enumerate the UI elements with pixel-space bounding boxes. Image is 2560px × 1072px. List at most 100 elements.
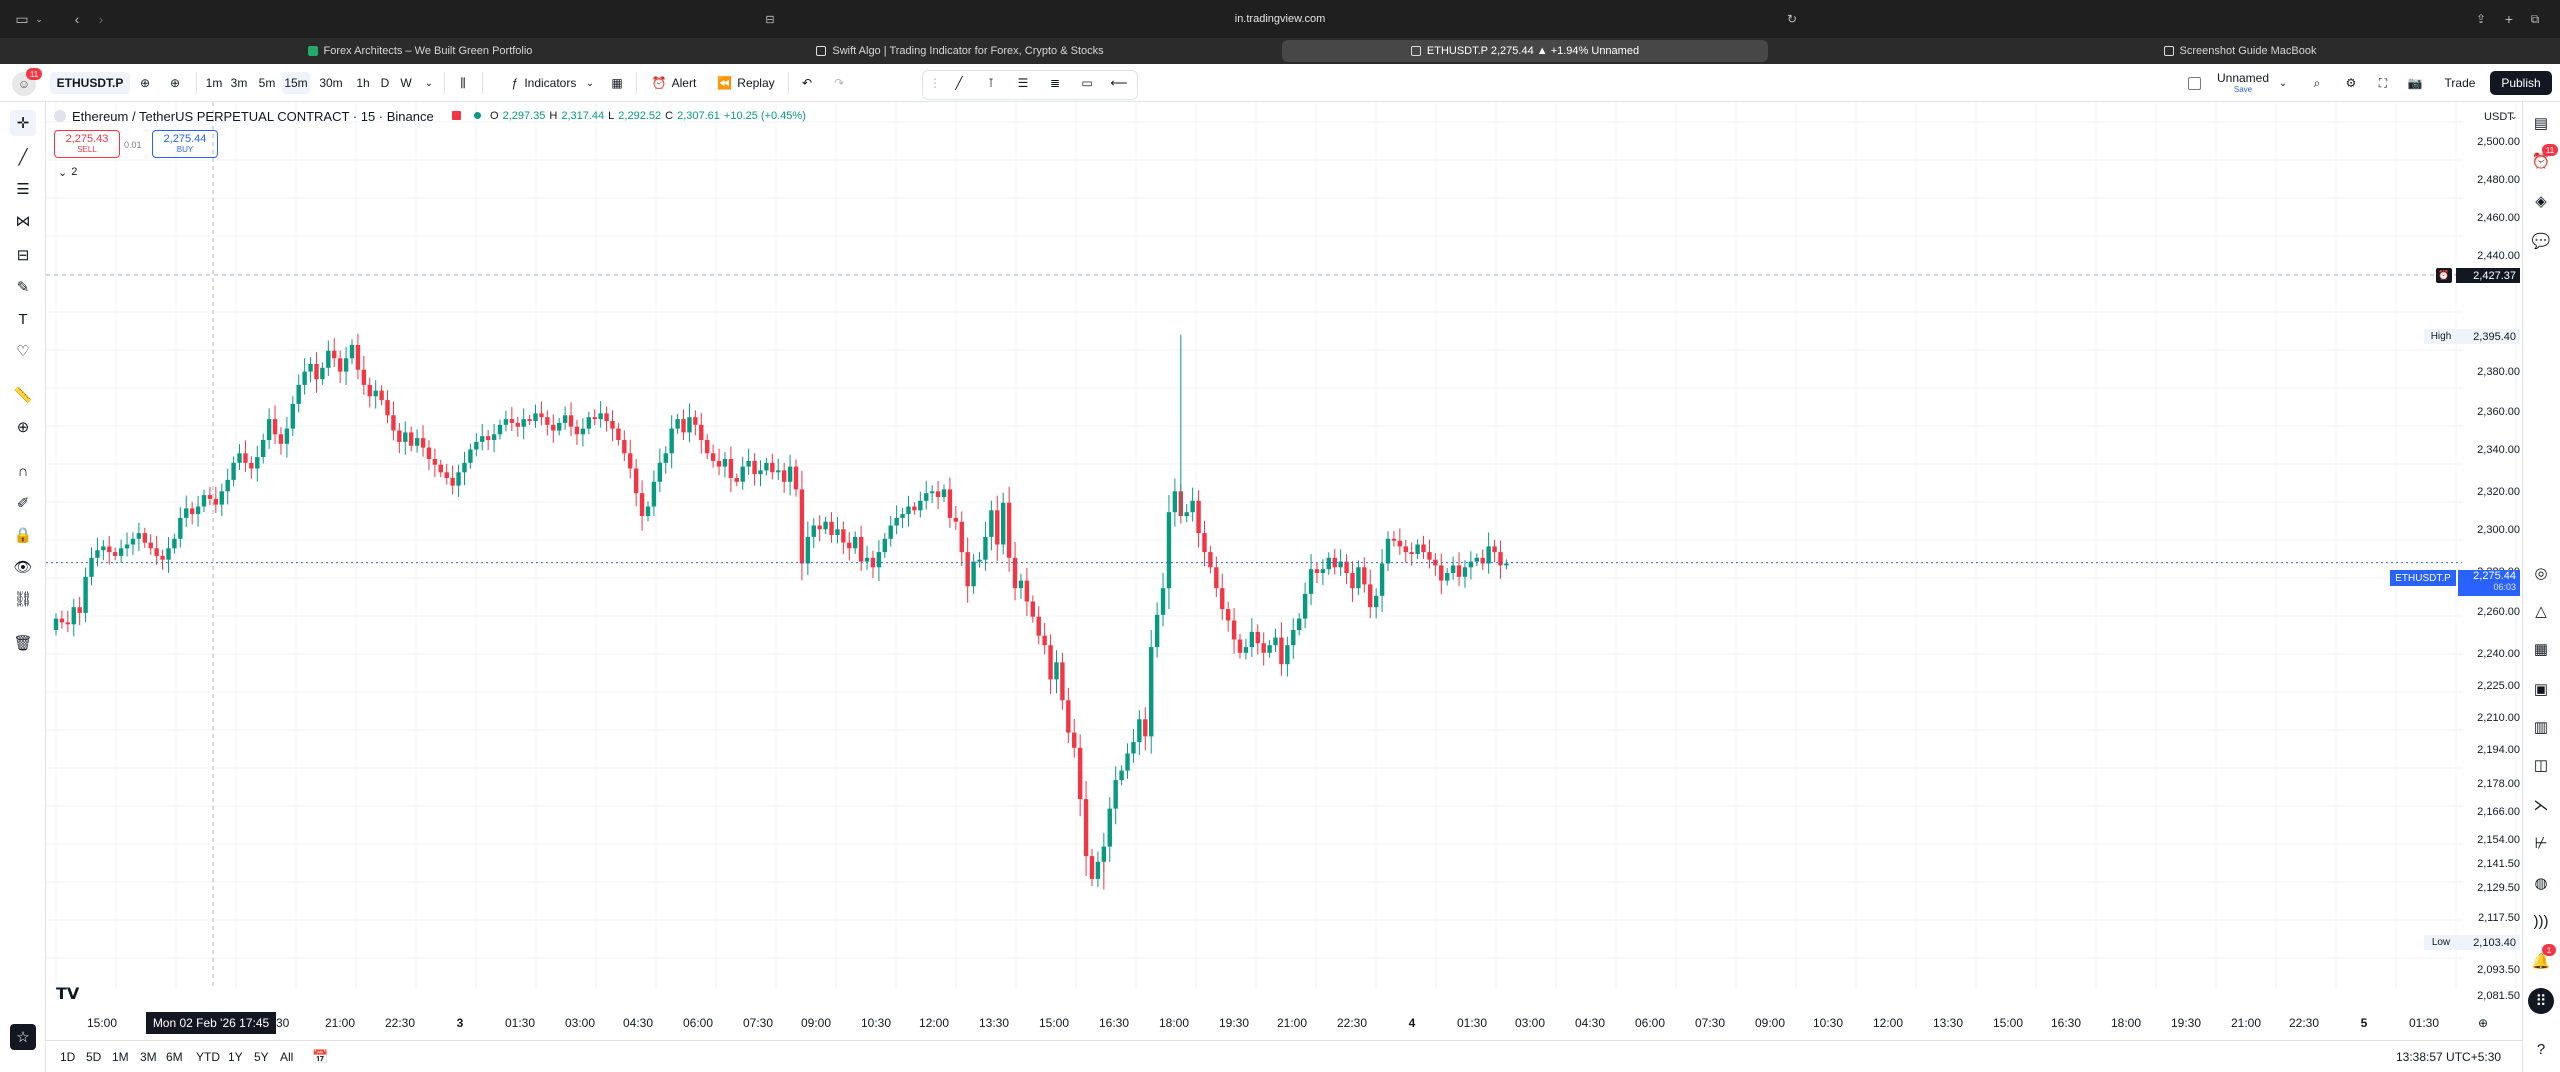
publish-button[interactable]: Publish xyxy=(2490,71,2552,95)
indicators-collapse-toggle[interactable]: ⌄ 2 xyxy=(58,166,78,179)
range-6m[interactable]: 6M xyxy=(166,1050,183,1064)
alert-button[interactable]: ⏰ Alert xyxy=(651,76,697,90)
news-icon[interactable]: ▣ xyxy=(2533,681,2549,698)
hotlist-icon[interactable]: ⋋ xyxy=(2533,797,2549,814)
tradingview-logo-icon[interactable]: 𝗧𝗩 xyxy=(56,986,80,1003)
range-1y[interactable]: 1Y xyxy=(228,1050,243,1064)
interval-W[interactable]: W xyxy=(400,76,412,90)
crosshair-icon[interactable]: ✛ xyxy=(10,110,36,136)
rectangle-icon[interactable]: ▭ xyxy=(1081,76,1093,90)
ideas-icon[interactable]: △ xyxy=(2535,603,2547,620)
interval-1m[interactable]: 1m xyxy=(205,76,223,90)
chart-ratio-icon[interactable]: ⊬ xyxy=(2534,835,2548,852)
camera-icon[interactable]: 📷 xyxy=(2407,76,2423,90)
last-price-tag[interactable]: 2,275.44 06:03 xyxy=(2458,570,2520,596)
flag-icon[interactable] xyxy=(452,111,461,120)
favorites-heart-icon[interactable]: ♡ xyxy=(16,343,30,360)
vertical-measure-icon[interactable]: ⊺ xyxy=(987,76,995,90)
alert-marker-icon[interactable]: ⏰ xyxy=(2436,268,2452,283)
site-settings-icon[interactable]: ⊟ xyxy=(765,13,775,26)
alert-price-tag[interactable]: 2,427.37 xyxy=(2456,268,2520,283)
magnet-icon[interactable]: ∩ xyxy=(17,462,29,480)
star-watchlist-icon[interactable]: ☆ xyxy=(10,1024,36,1050)
link-icon[interactable]: ⛓ xyxy=(13,591,33,608)
interval-30m[interactable]: 30m xyxy=(319,76,343,90)
fullscreen-icon[interactable]: ⛶ xyxy=(2378,75,2388,90)
range-5y[interactable]: 5Y xyxy=(254,1050,269,1064)
help-circle-icon[interactable]: ◍ xyxy=(2534,875,2548,892)
replay-button[interactable]: ⏪ Replay xyxy=(717,76,775,90)
share-icon[interactable]: ⇪ xyxy=(2475,12,2487,26)
trade-button[interactable]: Trade xyxy=(2444,76,2476,90)
trash-icon[interactable]: 🗑 xyxy=(13,635,33,652)
interval-1h[interactable]: 1h xyxy=(356,76,370,90)
forward-icon[interactable]: › xyxy=(98,11,104,27)
indicators-dropdown-icon[interactable]: ⌄ xyxy=(585,77,595,89)
avatar[interactable]: ☺ xyxy=(12,72,36,96)
trend-line-icon[interactable]: ╱ xyxy=(955,76,963,90)
candles-chart-type-icon[interactable]: ⫼ xyxy=(460,75,466,90)
ruler-icon[interactable]: 📏 xyxy=(13,387,33,404)
tab-overview-icon[interactable]: ⧉ xyxy=(2530,11,2540,26)
signal-icon[interactable]: ))) xyxy=(2533,912,2549,930)
drag-handle-icon[interactable]: ⋮ xyxy=(929,76,941,90)
interval-15m[interactable]: 15m xyxy=(282,72,310,94)
pitchfork-icon[interactable]: ≣ xyxy=(1049,76,1061,90)
notifications-bell-icon[interactable]: 🔔 xyxy=(2531,953,2551,970)
range-1m[interactable]: 1M xyxy=(112,1050,129,1064)
series-title[interactable]: Ethereum / TetherUS PERPETUAL CONTRACT ·… xyxy=(72,109,434,124)
date-range-calendar-icon[interactable]: 📅 xyxy=(312,1049,329,1064)
fib-retracement-icon[interactable]: ☰ xyxy=(16,181,30,198)
address-bar[interactable]: in.tradingview.com xyxy=(1234,13,1326,25)
trend-line-tool-icon[interactable]: ╱ xyxy=(18,149,28,166)
horizontal-ray-icon[interactable]: ⟵ xyxy=(1110,76,1128,90)
target-icon[interactable]: ◎ xyxy=(2534,565,2548,582)
quick-search-icon[interactable]: ⌕ xyxy=(2313,75,2321,90)
text-tool-icon[interactable]: T xyxy=(18,310,28,328)
tab-screenshot-guide[interactable]: Screenshot Guide MacBook xyxy=(2000,40,2480,62)
tab-tradingview[interactable]: ETHUSDT.P 2,275.44 ▲ +1.94% Unnamed xyxy=(1282,40,1768,62)
tab-swift-algo[interactable]: Swift Algo | Trading Indicator for Forex… xyxy=(740,40,1180,62)
range-5d[interactable]: 5D xyxy=(86,1050,102,1064)
go-to-realtime-icon[interactable]: ⊕ xyxy=(2478,1016,2489,1030)
range-ytd[interactable]: YTD xyxy=(196,1050,220,1064)
buy-button[interactable]: 2,275.44 BUY xyxy=(152,130,218,158)
alerts-clock-icon[interactable]: ⏰ xyxy=(2531,153,2551,170)
price-chart[interactable] xyxy=(46,102,2522,1024)
range-1d[interactable]: 1D xyxy=(60,1050,76,1064)
add-symbol-icon[interactable]: ⊕ xyxy=(169,76,181,90)
layout-checkbox[interactable] xyxy=(2184,72,2204,94)
compare-icon[interactable]: ⊕ xyxy=(139,76,151,90)
apps-grid-icon[interactable]: ⠿ xyxy=(2528,988,2554,1014)
clock-timezone[interactable]: 13:38:57 UTC+5:30 xyxy=(2396,1050,2502,1064)
layout-templates-icon[interactable]: ▦ xyxy=(611,76,623,90)
layout-name-button[interactable]: Unnamed Save xyxy=(2214,71,2272,97)
interval-3m[interactable]: 3m xyxy=(230,76,248,90)
sell-button[interactable]: 2,275.43 SELL xyxy=(54,130,120,158)
chat-icon[interactable]: 💬 xyxy=(2531,233,2551,250)
undo-icon[interactable]: ↶ xyxy=(801,76,813,90)
tab-forex-architects[interactable]: Forex Architects – We Built Green Portfo… xyxy=(200,40,640,62)
range-all[interactable]: All xyxy=(280,1050,294,1064)
pattern-tool-icon[interactable]: ⋈ xyxy=(15,213,31,230)
reload-icon[interactable]: ↻ xyxy=(1786,12,1798,26)
parallel-channel-icon[interactable]: ☰ xyxy=(1017,76,1029,90)
last-price-symbol-tag[interactable]: ETHUSDT.P xyxy=(2390,570,2456,586)
range-3m[interactable]: 3M xyxy=(140,1050,157,1064)
interval-5m[interactable]: 5m xyxy=(258,76,276,90)
chevron-down-icon[interactable]: ⌄ xyxy=(35,13,43,24)
eye-icon[interactable]: 👁 xyxy=(13,559,33,576)
indicators-button[interactable]: ƒ Indicators xyxy=(511,76,577,90)
currency-dropdown-icon[interactable]: ⌄ xyxy=(2510,111,2518,121)
brush-icon[interactable]: ✎ xyxy=(16,279,30,296)
layout-dropdown-icon[interactable]: ⌄ xyxy=(2278,77,2288,89)
new-tab-icon[interactable]: + xyxy=(2504,11,2514,27)
prediction-tool-icon[interactable]: ⊟ xyxy=(16,247,30,264)
watchlist-icon[interactable]: ▤ xyxy=(2533,115,2549,132)
book-icon[interactable]: ◫ xyxy=(2533,757,2549,774)
symbol-search-button[interactable]: ETHUSDT.P xyxy=(50,72,130,94)
interval-D[interactable]: D xyxy=(380,76,390,90)
layers-icon[interactable]: ◈ xyxy=(2535,193,2547,210)
currency-label[interactable]: USDT xyxy=(2484,111,2514,123)
zoom-in-icon[interactable]: ⊕ xyxy=(16,419,30,436)
